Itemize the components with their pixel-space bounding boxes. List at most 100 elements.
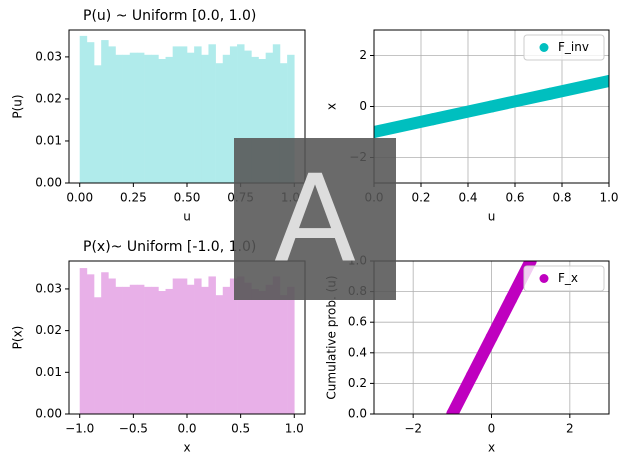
bar xyxy=(201,286,209,414)
y-axis-label: Cumulative prob. (u) xyxy=(325,275,339,399)
point xyxy=(603,75,609,87)
x-tick-label: 1.0 xyxy=(285,422,304,436)
y-tick-label: 0.2 xyxy=(348,376,367,390)
bar xyxy=(94,297,102,414)
bar xyxy=(251,288,259,414)
x-tick-label: 0.8 xyxy=(552,191,571,205)
bar xyxy=(129,52,138,184)
bar xyxy=(229,278,238,414)
bar xyxy=(187,284,195,414)
x-axis-label: x xyxy=(488,441,495,455)
watermark-box xyxy=(234,138,396,300)
y-tick-label: 0.6 xyxy=(348,315,367,329)
point xyxy=(465,369,478,382)
bar xyxy=(287,54,295,183)
legend-marker xyxy=(539,43,549,52)
legend-box xyxy=(523,34,605,61)
y-tick-label: 0 xyxy=(359,99,367,113)
bar xyxy=(144,286,152,414)
bar xyxy=(279,295,288,414)
bar xyxy=(208,44,216,183)
x-tick-label: −2 xyxy=(404,422,422,436)
bar xyxy=(272,44,281,183)
bar xyxy=(265,284,274,414)
x-axis-label: u xyxy=(488,210,496,224)
bar xyxy=(94,65,102,183)
bar xyxy=(86,42,95,183)
y-axis-label: P(u) xyxy=(11,94,25,118)
y-tick-label: 0.0 xyxy=(348,407,367,421)
bar xyxy=(79,35,88,184)
bar xyxy=(215,295,224,414)
axes-frame xyxy=(68,29,306,184)
bar xyxy=(158,291,166,414)
x-tick-label: 0.5 xyxy=(231,422,250,436)
point xyxy=(446,408,459,414)
bar xyxy=(244,282,252,414)
x-axis-label: u xyxy=(183,210,191,224)
bar xyxy=(215,63,224,184)
bar xyxy=(201,54,209,183)
bar xyxy=(108,46,116,184)
y-tick-label: 0.02 xyxy=(35,91,62,105)
bar xyxy=(237,44,245,183)
bar xyxy=(265,52,274,184)
point xyxy=(485,100,498,113)
legend-label: F_x xyxy=(558,271,578,285)
x-tick-label: 0.50 xyxy=(174,191,201,205)
x-tick-label: 1.0 xyxy=(599,191,618,205)
bar xyxy=(237,276,245,414)
bar xyxy=(158,59,166,183)
bar xyxy=(179,46,188,184)
bar xyxy=(122,54,131,183)
bar xyxy=(272,276,281,414)
bar xyxy=(129,284,138,414)
bar xyxy=(151,286,159,414)
bar xyxy=(208,276,216,414)
bar xyxy=(194,278,202,414)
bar xyxy=(101,40,109,183)
y-tick-label: 0.03 xyxy=(35,281,62,295)
legend-box xyxy=(523,265,605,292)
bar xyxy=(287,286,295,414)
axes-frame xyxy=(373,260,610,415)
bar xyxy=(86,274,95,414)
y-tick-label: 0.01 xyxy=(35,365,62,379)
bar xyxy=(229,46,238,184)
bar xyxy=(136,52,145,184)
x-axis-label: x xyxy=(183,441,190,455)
bar xyxy=(222,286,231,414)
point xyxy=(426,113,439,126)
bar xyxy=(222,54,231,183)
bar xyxy=(279,63,288,184)
legend-label: F_inv xyxy=(558,40,589,54)
y-tick-label: 0.03 xyxy=(35,49,62,63)
x-tick-label: 0.0 xyxy=(177,422,196,436)
point xyxy=(505,293,518,306)
legend-marker xyxy=(539,274,549,283)
watermark: A xyxy=(274,151,356,290)
bar xyxy=(108,278,116,414)
y-axis-label: P(x) xyxy=(11,326,25,350)
bar xyxy=(115,54,123,183)
bar xyxy=(172,278,181,414)
x-tick-label: 0.6 xyxy=(505,191,524,205)
point xyxy=(544,87,557,100)
bar xyxy=(179,278,188,414)
bar xyxy=(101,272,109,414)
x-tick-label: 0.2 xyxy=(411,191,430,205)
y-tick-label: 0.02 xyxy=(35,323,62,337)
bar xyxy=(251,56,259,183)
x-tick-label: −1.0 xyxy=(65,422,94,436)
x-tick-label: 0.00 xyxy=(66,191,93,205)
bar xyxy=(115,286,123,414)
bar xyxy=(136,284,145,414)
bar xyxy=(165,56,173,183)
point xyxy=(485,331,498,344)
y-tick-label: 0.01 xyxy=(35,133,62,147)
bar xyxy=(122,286,131,414)
y-tick-label: 2 xyxy=(359,48,367,62)
bar xyxy=(144,54,152,183)
point xyxy=(374,126,380,138)
subplot-title: P(u) ~ Uniform [0.0, 1.0) xyxy=(83,8,256,24)
